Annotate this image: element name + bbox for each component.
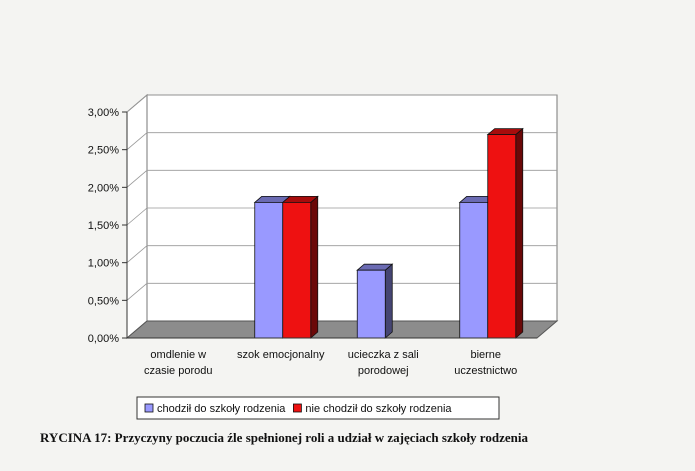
bar-front bbox=[254, 201, 284, 339]
bar-front bbox=[459, 201, 489, 339]
category-label-line: czasie porodu bbox=[144, 365, 213, 377]
bar-front bbox=[282, 201, 312, 339]
y-tick-label: 1,50% bbox=[88, 220, 119, 232]
gridline bbox=[126, 169, 557, 188]
legend-swatch bbox=[293, 403, 302, 413]
category-label: szok emocjonalny bbox=[237, 349, 325, 361]
figure-caption: RYCINA 17: Przyczyny poczucia źle spełni… bbox=[40, 430, 528, 445]
bar-side bbox=[515, 127, 524, 339]
y-tick-label: 2,50% bbox=[88, 145, 119, 157]
gridline bbox=[126, 207, 557, 226]
y-tick-label: 3,00% bbox=[88, 107, 119, 119]
category-label: bierne uczestnictwo bbox=[454, 349, 517, 377]
legend-box bbox=[136, 396, 500, 420]
gridline bbox=[126, 94, 557, 113]
y-tick-label: 2,00% bbox=[88, 182, 119, 194]
category-label-line: porodowej bbox=[358, 365, 409, 377]
bar-side bbox=[384, 263, 393, 339]
gridline bbox=[126, 282, 557, 301]
category-label-line: ucieczka z sali bbox=[348, 349, 419, 361]
category-label-line: uczestnictwo bbox=[454, 365, 517, 377]
bars bbox=[253, 127, 524, 339]
y-tick-label: 0,00% bbox=[88, 333, 119, 345]
y-tick-label: 1,00% bbox=[88, 258, 119, 270]
gridline bbox=[126, 132, 557, 150]
gridline bbox=[126, 245, 557, 263]
x-axis: omdlenie w czasie porodu szok emocjonalny u… bbox=[127, 337, 537, 377]
y-axis: 0,00% 0,50% 1,00% 1,50% 2,00% 2,50% 3,00% bbox=[88, 107, 128, 345]
bar bbox=[281, 195, 319, 339]
category-label: omdlenie w czasie porodu bbox=[144, 349, 213, 377]
bar bbox=[356, 263, 394, 339]
legend-label: nie chodził do szkoły rodzenia bbox=[305, 403, 452, 415]
category-label-line: szok emocjonalny bbox=[237, 349, 325, 361]
legend-swatch bbox=[144, 403, 154, 413]
y-tick-label: 0,50% bbox=[88, 295, 119, 307]
category-label-line: bierne bbox=[470, 349, 501, 361]
bar-side bbox=[310, 195, 319, 339]
legend: chodził do szkoły rodzenia nie chodził do… bbox=[136, 396, 500, 420]
category-label: ucieczka z sali porodowej bbox=[348, 349, 419, 377]
bar-front bbox=[356, 269, 386, 339]
bar-front bbox=[487, 134, 517, 339]
bar bbox=[486, 127, 524, 339]
gridlines bbox=[126, 94, 557, 301]
category-label-line: omdlenie w bbox=[150, 349, 206, 361]
legend-label: chodził do szkoły rodzenia bbox=[157, 403, 286, 415]
